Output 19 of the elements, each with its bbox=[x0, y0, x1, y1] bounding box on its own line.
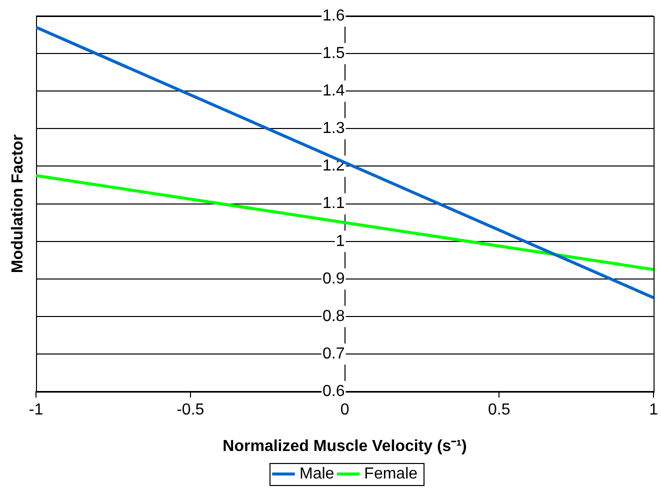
y-tick-label: 1.6 bbox=[322, 7, 345, 24]
x-tick-label: 0 bbox=[340, 402, 350, 419]
y-tick-label: 0.6 bbox=[322, 383, 345, 400]
x-tick-label: -1 bbox=[28, 402, 44, 419]
y-tick-label: 0.8 bbox=[322, 308, 345, 325]
y-tick-label: 1.3 bbox=[322, 120, 345, 138]
legend-label: Female bbox=[364, 465, 418, 482]
x-axis-title: Normalized Muscle Velocity (s⁻¹) bbox=[222, 438, 467, 455]
y-tick-label: 1 bbox=[336, 232, 345, 250]
legend-label: Male bbox=[299, 465, 334, 482]
x-tick-label: 0.5 bbox=[488, 402, 510, 419]
y-tick-label: 1.5 bbox=[322, 44, 345, 62]
x-tick-label: 1 bbox=[649, 402, 658, 419]
y-tick-label: 1.1 bbox=[322, 195, 345, 212]
y-axis-title: Modulation Factor bbox=[9, 134, 26, 274]
x-tick-label: -0.5 bbox=[176, 402, 204, 419]
y-tick-label: 0.7 bbox=[322, 345, 345, 362]
y-tick-label: 0.9 bbox=[322, 270, 345, 288]
y-tick-label: 1.4 bbox=[322, 82, 345, 100]
